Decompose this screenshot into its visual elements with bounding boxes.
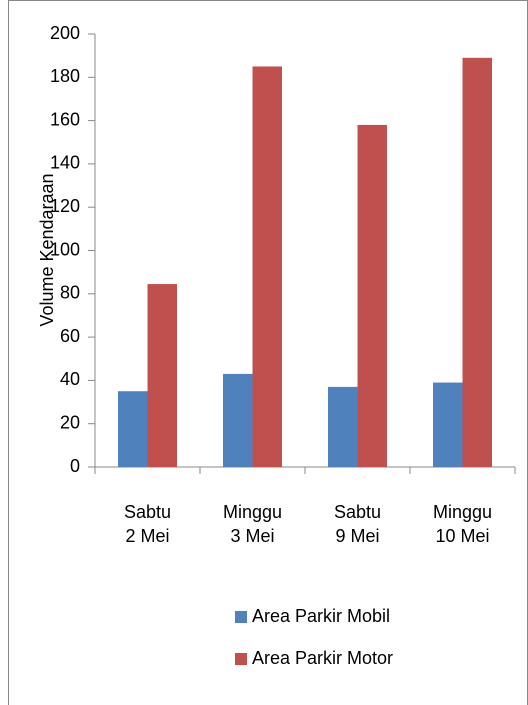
y-tick-label: 200: [50, 23, 80, 43]
bar: [147, 284, 177, 467]
legend-label: Area Parkir Mobil: [252, 606, 390, 626]
legend-label: Area Parkir Motor: [252, 648, 393, 668]
y-tick-label: 160: [50, 109, 80, 129]
y-tick-label: 120: [50, 196, 80, 216]
x-tick-label: Minggu 3 Mei: [223, 502, 282, 546]
y-tick-label: 0: [70, 456, 80, 476]
x-tick-label: Sabtu 9 Mei: [334, 502, 381, 546]
bar: [357, 124, 387, 468]
legend-swatch: [235, 611, 247, 623]
y-tick-label: 60: [60, 326, 80, 346]
legend-swatch: [235, 653, 247, 665]
bar: [328, 386, 358, 467]
bar: [118, 391, 148, 467]
y-tick-label: 80: [60, 283, 80, 303]
y-axis-label: Volume Kendaraan: [37, 173, 57, 326]
y-tick-label: 140: [50, 153, 80, 173]
bar: [462, 57, 492, 467]
bar: [223, 373, 253, 467]
bar: [252, 66, 282, 467]
y-tick-label: 40: [60, 369, 80, 389]
y-tick-label: 180: [50, 66, 80, 86]
x-tick-label: Minggu 10 Mei: [433, 502, 492, 546]
y-tick-label: 100: [50, 239, 80, 259]
y-tick-label: 20: [60, 412, 80, 432]
x-tick-label: Sabtu 2 Mei: [124, 502, 171, 546]
bar: [433, 382, 463, 467]
